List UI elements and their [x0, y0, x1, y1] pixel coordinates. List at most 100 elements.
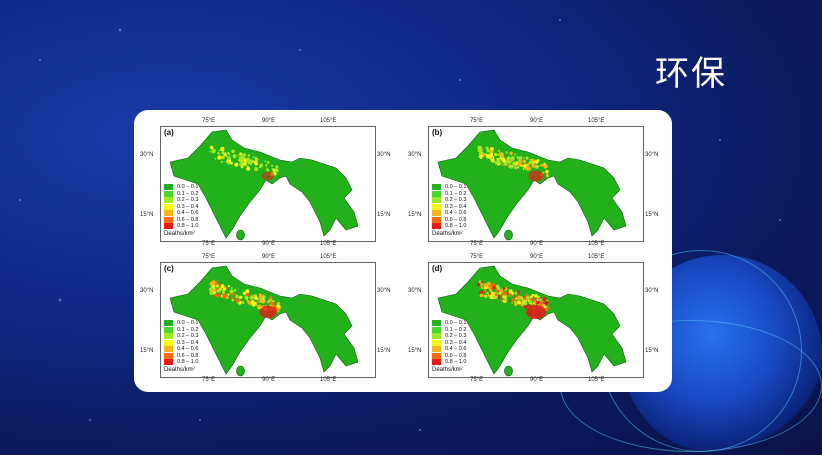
hotspot: [545, 169, 549, 174]
legend-swatch: [164, 359, 173, 366]
hotspot: [246, 297, 249, 299]
hotspot: [209, 151, 211, 153]
longitude-tick-label: 105°E: [320, 254, 337, 260]
hotspot: [494, 291, 497, 294]
hotspot: [498, 150, 500, 152]
hotspot: [262, 297, 265, 300]
hotspot: [527, 169, 529, 172]
hotspot: [267, 300, 270, 304]
hotspot: [265, 164, 268, 167]
legend-item: 0.8 – 1.0: [432, 223, 466, 230]
legend-swatch: [432, 359, 441, 366]
latitude-tick-label: 30°N: [645, 288, 659, 294]
hotspot: [221, 151, 225, 155]
hotspot: [221, 291, 225, 295]
hotspot: [276, 304, 281, 309]
hotspot: [270, 301, 274, 306]
hotspot: [543, 164, 548, 169]
hotspot: [528, 170, 544, 182]
hotspot: [276, 169, 279, 173]
legend-range: 0.0 – 0.1: [445, 184, 467, 190]
hotspot: [498, 152, 503, 156]
hotspot: [523, 157, 525, 159]
legend-range: 0.6 – 0.8: [445, 216, 467, 223]
hotspot: [212, 291, 216, 295]
latitude-tick-label: 30°N: [645, 152, 659, 158]
hotspot: [517, 157, 520, 160]
hotspot: [277, 310, 280, 313]
legend-swatch: [432, 339, 441, 346]
longitude-tick-label: 90°E: [530, 241, 544, 247]
hotspot: [483, 286, 487, 290]
legend-item: 0.6 – 0.8: [164, 353, 198, 360]
hotspot: [542, 303, 546, 307]
legend-item: 0.8 – 1.0: [164, 359, 198, 366]
latitude-tick-label: 15°N: [645, 348, 659, 354]
legend-range: 0.3 – 0.4: [445, 203, 467, 210]
hotspot: [515, 297, 518, 300]
longitude-tick-label: 90°E: [530, 377, 544, 383]
legend-item: 0.2 – 0.3: [432, 333, 466, 340]
longitude-tick-label: 75°E: [470, 377, 484, 383]
hotspot: [524, 305, 528, 309]
latitude-tick-label: 15°N: [377, 348, 391, 354]
hotspot: [479, 293, 484, 298]
hotspot: [519, 298, 521, 300]
hotspot: [509, 151, 513, 156]
longitude-tick-label: 90°E: [530, 254, 544, 260]
legend-range: 0.4 – 0.6: [445, 346, 467, 352]
panel-label: (a): [164, 128, 174, 137]
longitude-tick-label: 75°E: [202, 254, 216, 260]
hotspot: [486, 291, 489, 295]
hotspot: [529, 297, 532, 300]
hotspot: [209, 145, 214, 150]
legend-range: 0.3 – 0.4: [445, 339, 467, 346]
hotspot: [220, 284, 225, 288]
map-frame: [160, 262, 376, 378]
legend-swatch: [432, 346, 441, 353]
hotspot: [495, 284, 500, 289]
land-shape: [437, 129, 627, 241]
hotspot: [503, 298, 508, 302]
legend-swatch: [164, 346, 173, 353]
hotspot: [492, 286, 496, 290]
hotspot: [247, 154, 251, 157]
hotspot: [211, 148, 216, 153]
longitude-tick-label: 105°E: [588, 377, 605, 383]
legend-item: 0.6 – 0.8: [432, 217, 466, 224]
hotspot: [238, 156, 243, 161]
hotspot: [479, 286, 482, 289]
hotspot: [489, 152, 494, 157]
hotspot: [490, 147, 494, 151]
hotspot: [256, 304, 261, 309]
latitude-tick-label: 15°N: [408, 348, 422, 354]
legend-range: 0.8 – 1.0: [177, 359, 199, 365]
longitude-tick-label: 90°E: [262, 118, 276, 124]
longitude-tick-label: 105°E: [588, 241, 605, 247]
hotspot: [505, 159, 510, 164]
hotspot: [237, 154, 240, 157]
hotspot: [221, 147, 223, 150]
hotspot: [208, 287, 214, 292]
map-panel: (b) 75°E 75°E 90°E 90°E 105°E 105°E 30°N 30°N 15°…: [408, 118, 662, 248]
longitude-tick-label: 75°E: [202, 377, 216, 383]
hotspot: [496, 292, 499, 295]
hotspot: [502, 291, 507, 296]
legend-unit: Deaths/km²: [432, 366, 463, 373]
legend-item: 0.2 – 0.3: [164, 333, 198, 340]
slide-title: 环保: [655, 54, 727, 94]
legend-range: 0.8 – 1.0: [445, 359, 467, 365]
hotspot: [242, 155, 246, 159]
legend-item: 0.2 – 0.3: [164, 197, 198, 204]
legend-item: 0.6 – 0.8: [432, 353, 466, 360]
hotspot: [542, 297, 547, 302]
legend-range: 0.3 – 0.4: [177, 203, 199, 210]
hotspot: [531, 293, 534, 297]
map-panel: (c) 75°E 75°E 90°E 90°E 105°E 105°E 30°N 30°N 15°…: [140, 254, 394, 384]
hotspot: [523, 296, 527, 300]
hotspot: [514, 300, 517, 303]
hotspot: [540, 296, 543, 299]
hotspot: [529, 295, 532, 299]
panel-label: (c): [164, 264, 174, 273]
longitude-tick-label: 105°E: [320, 118, 337, 124]
